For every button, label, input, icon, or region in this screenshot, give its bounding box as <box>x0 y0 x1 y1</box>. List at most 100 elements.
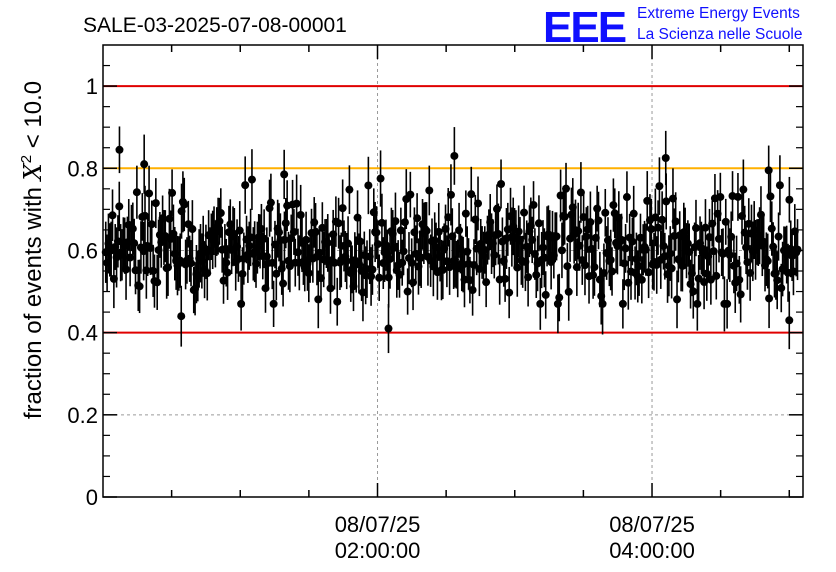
data-point <box>739 185 748 194</box>
data-point <box>188 225 197 234</box>
data-point <box>494 230 503 239</box>
data-point <box>716 192 725 201</box>
data-point <box>793 245 802 254</box>
data-point <box>391 217 400 226</box>
logo-line-1: Extreme Energy Events <box>637 5 800 22</box>
data-point <box>671 217 680 226</box>
data-point <box>302 235 311 244</box>
data-point <box>269 299 278 308</box>
data-point <box>647 225 656 234</box>
data-point <box>375 273 384 282</box>
data-point <box>586 218 595 227</box>
data-point <box>637 275 646 284</box>
data-point <box>215 217 224 226</box>
data-point <box>403 287 412 296</box>
data-point <box>145 189 154 198</box>
data-point <box>222 258 231 267</box>
data-point <box>323 238 332 247</box>
data-point <box>135 282 144 291</box>
data-point <box>342 257 351 266</box>
data-point <box>482 278 491 287</box>
data-point <box>122 265 131 274</box>
y-tick-label: 0.4 <box>67 321 98 346</box>
data-point <box>661 154 670 162</box>
data-point <box>304 269 313 278</box>
data-point <box>629 209 638 218</box>
data-point <box>446 190 455 199</box>
eee-logo: EEE Extreme Energy Events La Scienza nel… <box>543 3 802 52</box>
data-point <box>621 244 630 253</box>
data-point <box>364 181 373 190</box>
data-point <box>765 294 774 303</box>
y-ticks: 0 0.2 0.4 0.6 0.8 1 <box>67 64 803 510</box>
data-point <box>659 241 668 250</box>
data-point <box>541 290 550 299</box>
data-point <box>763 257 772 266</box>
y-label-suffix: < 10.0 <box>20 81 47 155</box>
data-point <box>490 251 499 260</box>
data-point <box>563 262 572 271</box>
data-point <box>280 170 289 179</box>
data-point <box>275 228 284 237</box>
x-tick-label-date: 08/07/25 <box>335 512 421 537</box>
data-point <box>712 271 721 280</box>
data-point <box>128 224 137 233</box>
data-point <box>237 299 246 308</box>
data-point <box>662 197 671 206</box>
data-point <box>238 269 247 278</box>
data-point <box>461 209 470 218</box>
data-point <box>311 228 320 237</box>
data-point <box>279 279 288 288</box>
data-point <box>223 268 232 277</box>
data-point <box>655 182 664 191</box>
data-point <box>536 299 545 308</box>
x-tick-label-time: 02:00:00 <box>335 538 421 563</box>
data-point <box>618 299 627 308</box>
data-point <box>252 259 261 268</box>
data-point <box>132 188 141 197</box>
data-point <box>216 209 225 218</box>
data-point <box>733 192 742 201</box>
data-point <box>333 297 342 306</box>
data-point <box>683 239 692 248</box>
data-point <box>590 263 599 272</box>
y-tick-label: 0 <box>86 485 98 510</box>
y-tick-label: 0.6 <box>67 238 98 263</box>
data-point <box>247 175 256 184</box>
data-point <box>399 247 408 256</box>
data-point <box>514 227 523 236</box>
logo-line-2: La Scienza nelle Scuole <box>637 26 802 43</box>
data-point <box>153 278 162 287</box>
data-point <box>539 243 548 252</box>
reference-lines <box>103 85 803 334</box>
data-point <box>406 190 415 199</box>
data-point <box>474 199 483 208</box>
data-point <box>422 226 431 235</box>
data-point <box>180 200 189 209</box>
data-point <box>785 195 794 204</box>
data-point <box>552 232 561 241</box>
data-point <box>524 273 533 282</box>
y-label-prefix: fraction of events with <box>20 180 47 419</box>
data-point <box>266 198 275 207</box>
data-point <box>628 237 637 246</box>
data-point <box>140 160 149 169</box>
data-point <box>673 295 682 304</box>
data-point <box>667 264 676 273</box>
data-point <box>235 226 244 235</box>
data-point <box>773 276 782 285</box>
data-point <box>644 268 653 277</box>
data-point <box>725 251 734 260</box>
y-axis-label: fraction of events with X2 < 10.0 <box>18 81 47 419</box>
data-point <box>736 290 745 299</box>
data-point <box>126 253 135 262</box>
data-point <box>445 263 454 272</box>
data-point <box>574 227 583 236</box>
data-point <box>606 256 615 265</box>
data-point <box>501 274 510 283</box>
data-point <box>666 249 675 258</box>
data-point <box>608 267 617 276</box>
data-point <box>450 151 459 160</box>
data-point <box>372 228 381 237</box>
data-point <box>468 286 477 295</box>
